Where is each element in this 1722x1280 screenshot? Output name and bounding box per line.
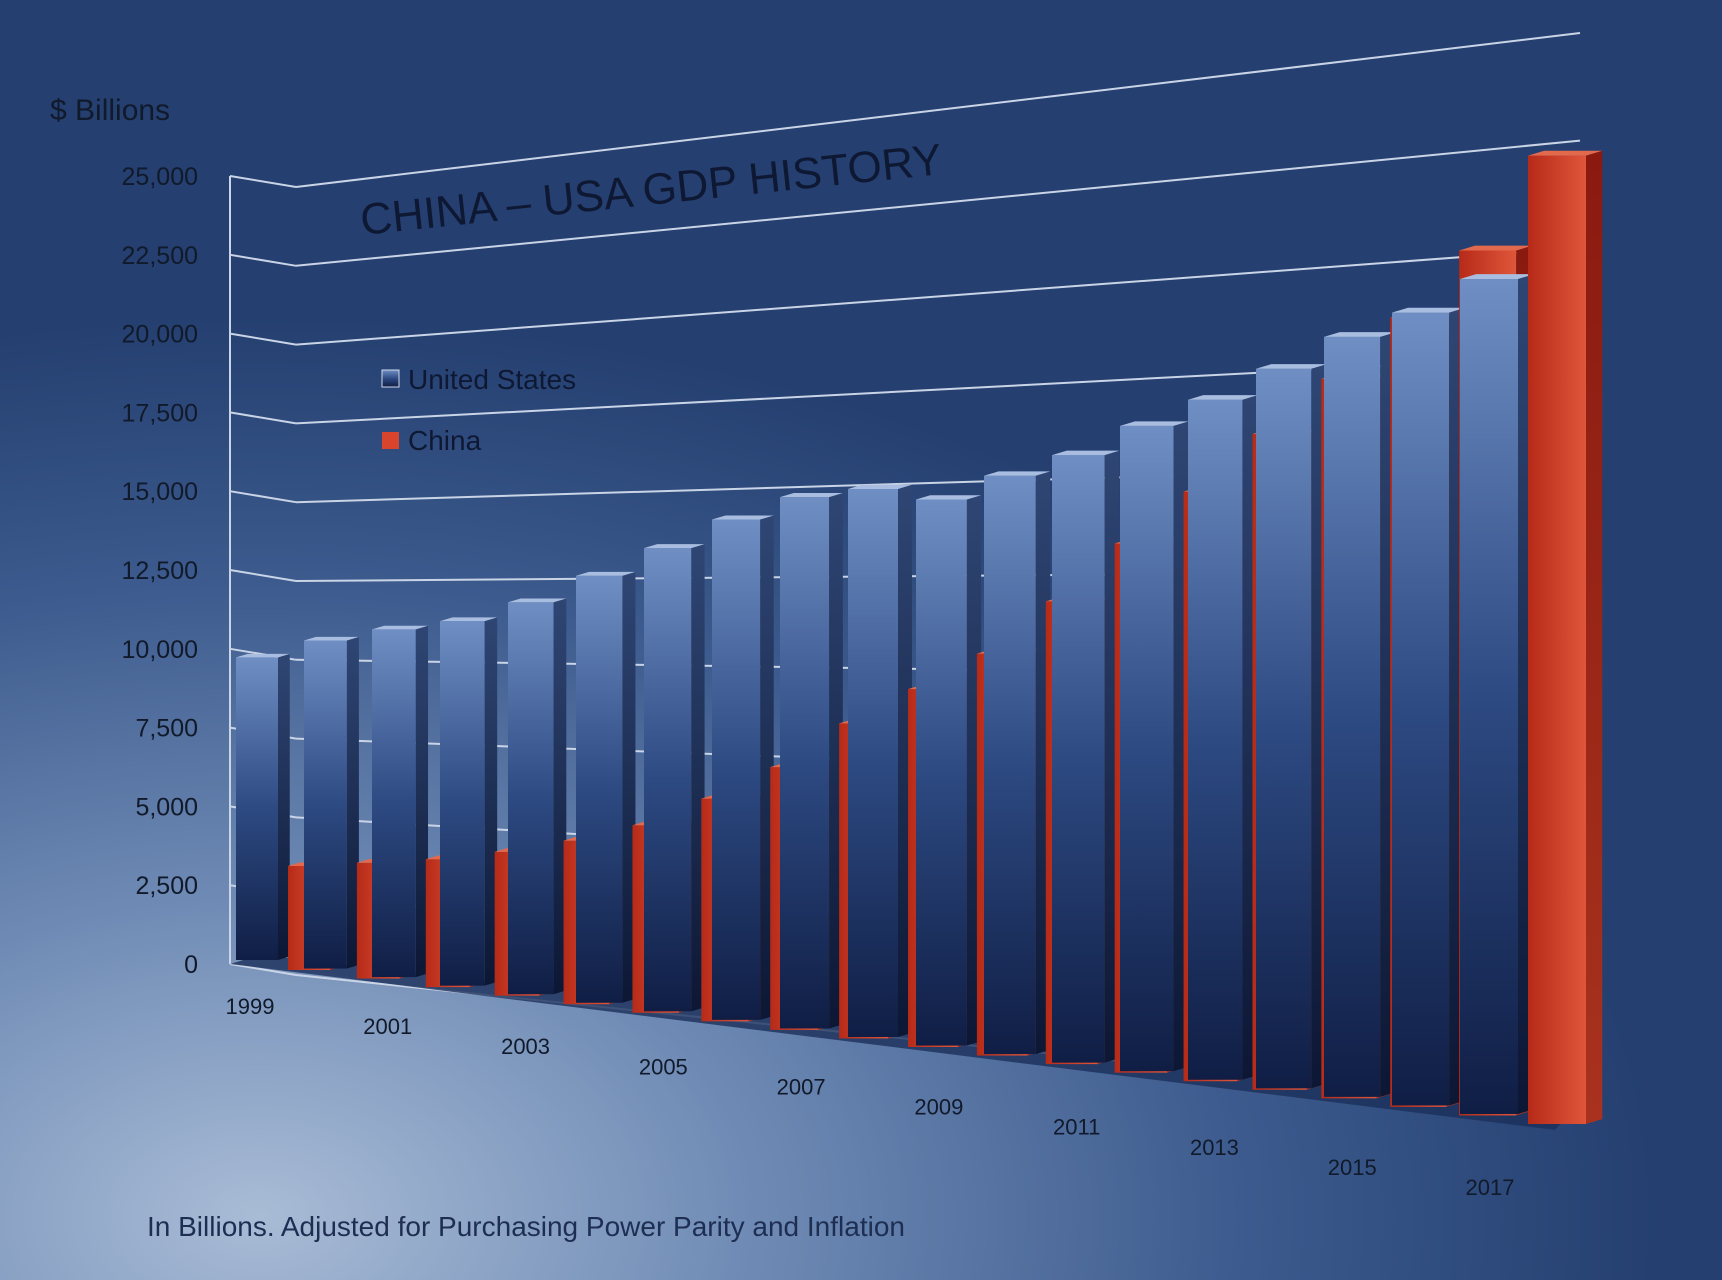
x-tick-label: 1999 xyxy=(226,994,275,1019)
bar-top-us-2014 xyxy=(1256,364,1327,369)
y-tick-label: 5,000 xyxy=(135,793,198,821)
gridline xyxy=(229,490,297,504)
y-tick-label: 22,500 xyxy=(122,242,198,270)
bar-top-us-2002 xyxy=(440,617,498,622)
bar-top-us-2015 xyxy=(1324,332,1396,337)
bar-top-us-2013 xyxy=(1188,395,1258,400)
x-tick-label: 2017 xyxy=(1466,1175,1515,1200)
bar-top-us-2001 xyxy=(372,625,429,630)
gridline xyxy=(295,32,1581,188)
gridline xyxy=(229,963,297,976)
bar-us-2016 xyxy=(1392,312,1450,1106)
y-tick-label: 15,000 xyxy=(122,478,198,506)
bar-us-2007 xyxy=(780,497,830,1029)
y-tick-label: 2,500 xyxy=(135,872,198,900)
bar-side-china-2017 xyxy=(1586,150,1603,1124)
y-tick-label: 7,500 xyxy=(135,715,198,743)
bar-side-us-2003 xyxy=(553,598,567,995)
y-tick-label: 17,500 xyxy=(122,399,198,427)
x-tick-label: 2009 xyxy=(914,1095,963,1120)
bar-top-us-2003 xyxy=(508,598,567,603)
bar-us-2005 xyxy=(644,548,692,1012)
gridline xyxy=(229,569,297,582)
bar-top-us-2010 xyxy=(984,471,1051,476)
bar-us-2000 xyxy=(304,640,347,969)
gridline xyxy=(229,253,297,267)
x-tick-label: 2007 xyxy=(777,1074,826,1099)
bar-top-us-1999 xyxy=(236,653,290,658)
bar-top-china-2016 xyxy=(1459,245,1533,251)
y-tick-label: 20,000 xyxy=(122,321,198,349)
y-tick-label: 25,000 xyxy=(122,163,198,191)
legend-swatch-china xyxy=(382,432,399,449)
bar-top-us-2006 xyxy=(712,515,774,520)
bar-us-2001 xyxy=(372,629,416,978)
legend-label-united-states: United States xyxy=(408,364,576,395)
bar-top-us-2004 xyxy=(576,571,636,576)
gridline xyxy=(229,332,297,346)
bar-side-us-1999 xyxy=(278,653,290,960)
bar-top-us-2009 xyxy=(916,495,982,500)
x-tick-label: 2003 xyxy=(501,1034,550,1059)
y-tick-label: 12,500 xyxy=(122,557,198,585)
bar-us-2010 xyxy=(984,475,1036,1055)
footnote: In Billions. Adjusted for Purchasing Pow… xyxy=(147,1211,905,1242)
bar-top-us-2000 xyxy=(304,636,359,641)
x-tick-label: 2001 xyxy=(363,1014,412,1039)
y-axis-label: $ Billions xyxy=(50,94,170,127)
bar-side-us-2004 xyxy=(622,571,636,1003)
bar-us-2013 xyxy=(1188,399,1243,1080)
legend-label-china: China xyxy=(408,425,482,456)
bar-us-2012 xyxy=(1120,425,1174,1072)
bar-us-2008 xyxy=(848,488,898,1037)
bar-us-2015 xyxy=(1324,336,1381,1097)
bar-top-us-2016 xyxy=(1392,307,1466,313)
x-tick-label: 2005 xyxy=(639,1054,688,1079)
gridline xyxy=(295,139,1581,267)
bar-side-us-2002 xyxy=(484,617,498,986)
bar-top-us-2005 xyxy=(644,544,705,549)
bar-us-2009 xyxy=(916,499,967,1046)
legend-swatch-united-states xyxy=(381,369,400,388)
bar-us-2002 xyxy=(440,621,485,986)
bar-us-2006 xyxy=(712,519,761,1020)
bar-side-us-2001 xyxy=(415,625,429,978)
bar-top-us-2008 xyxy=(848,484,912,489)
legend: United States China xyxy=(381,364,576,456)
bar-us-2004 xyxy=(576,575,623,1003)
gridline xyxy=(229,411,297,425)
bar-top-us-2011 xyxy=(1052,450,1120,456)
bar-top-us-2007 xyxy=(780,493,843,498)
x-tick-label: 2011 xyxy=(1053,1115,1100,1140)
gridline xyxy=(295,247,1581,346)
bar-us-2011 xyxy=(1052,455,1105,1063)
bar-side-us-2005 xyxy=(691,544,705,1012)
x-tick-label: 2013 xyxy=(1190,1135,1239,1160)
bar-us-2003 xyxy=(508,602,554,995)
bar-top-china-2017 xyxy=(1528,150,1603,156)
bar-side-us-2000 xyxy=(346,636,359,969)
x-tick-label: 2015 xyxy=(1328,1155,1377,1180)
bar-china-2017 xyxy=(1528,155,1586,1125)
y-tick-label: 0 xyxy=(184,951,198,979)
bar-us-2017 xyxy=(1460,279,1518,1114)
bar-top-us-2017 xyxy=(1460,274,1535,280)
bar-top-us-2012 xyxy=(1120,421,1189,426)
bar-us-2014 xyxy=(1256,368,1312,1089)
bar-us-1999 xyxy=(236,657,278,960)
y-tick-label: 10,000 xyxy=(122,636,198,664)
chart-title: CHINA – USA GDP HISTORY xyxy=(358,135,944,245)
gridline xyxy=(229,175,297,188)
